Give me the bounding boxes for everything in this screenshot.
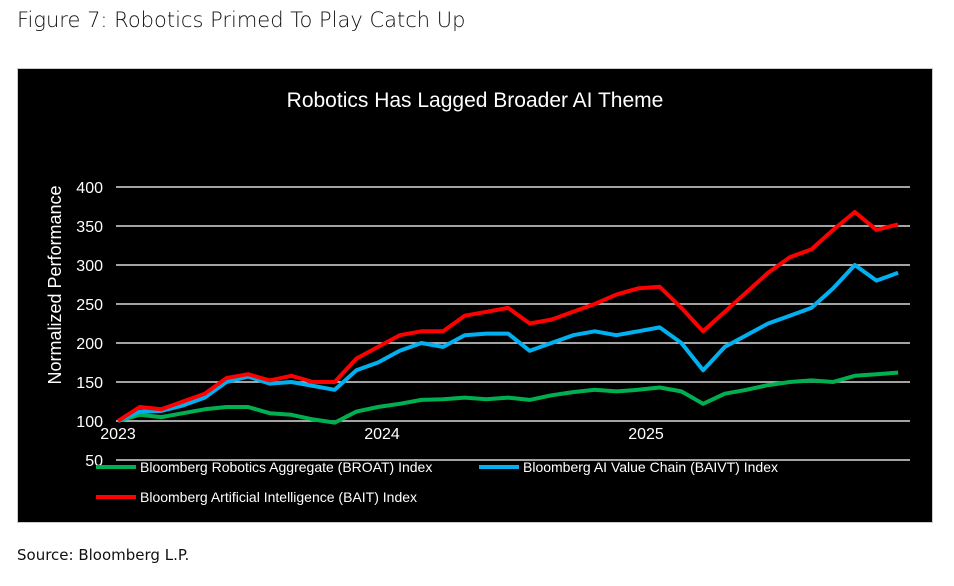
legend-label: Bloomberg Artificial Intelligence (BAIT)… [140,489,417,505]
x-tick-label: 2025 [628,426,664,443]
y-tick-label: 100 [76,414,103,431]
y-tick-label: 150 [76,375,103,392]
legend-label: Bloomberg Robotics Aggregate (BROAT) Ind… [140,459,432,475]
series-line-2 [116,210,899,423]
y-tick-label: 400 [76,180,103,197]
y-tick-label: 300 [76,258,103,275]
x-tick-label: 2024 [364,426,400,443]
legend-label: Bloomberg AI Value Chain (BAIVT) Index [523,459,778,475]
y-tick-label: 350 [76,219,103,236]
y-axis-label: Normalized Performance [45,185,65,384]
y-tick-label: 250 [76,297,103,314]
line-chart: Robotics Has Lagged Broader AI Theme Nor… [45,89,910,505]
source-note: Source: Bloomberg L.P. [17,546,190,564]
chart-panel: Robotics Has Lagged Broader AI Theme Nor… [17,68,933,523]
x-tick-label: 2023 [100,426,136,443]
y-tick-label: 200 [76,336,103,353]
chart-title: Robotics Has Lagged Broader AI Theme [287,89,664,112]
figure-title: Figure 7: Robotics Primed To Play Catch … [17,8,466,32]
